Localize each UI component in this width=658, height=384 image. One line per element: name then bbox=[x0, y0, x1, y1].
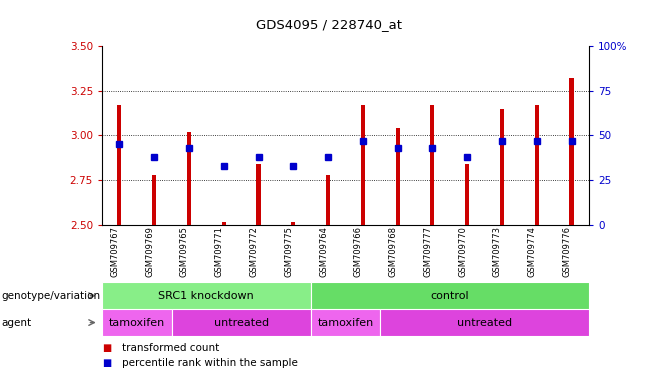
Bar bbox=[535, 105, 539, 225]
Text: GSM709777: GSM709777 bbox=[423, 226, 432, 277]
Text: GSM709773: GSM709773 bbox=[493, 226, 502, 277]
Text: ■: ■ bbox=[102, 358, 111, 368]
Text: GSM709767: GSM709767 bbox=[111, 226, 119, 277]
Text: GSM709764: GSM709764 bbox=[319, 226, 328, 276]
Bar bbox=[152, 175, 156, 225]
Text: GSM709769: GSM709769 bbox=[145, 226, 154, 276]
Text: tamoxifen: tamoxifen bbox=[109, 318, 165, 328]
Text: untreated: untreated bbox=[214, 318, 268, 328]
Bar bbox=[222, 222, 226, 225]
Text: genotype/variation: genotype/variation bbox=[1, 291, 101, 301]
Text: agent: agent bbox=[1, 318, 32, 328]
Bar bbox=[430, 105, 434, 225]
Text: GSM709770: GSM709770 bbox=[458, 226, 467, 276]
Text: percentile rank within the sample: percentile rank within the sample bbox=[122, 358, 297, 368]
Text: GSM709774: GSM709774 bbox=[528, 226, 537, 276]
Bar bbox=[257, 164, 261, 225]
Bar bbox=[326, 175, 330, 225]
Bar bbox=[311, 309, 380, 336]
Bar bbox=[102, 282, 311, 309]
Bar bbox=[361, 105, 365, 225]
Text: GSM709768: GSM709768 bbox=[389, 226, 397, 277]
Bar bbox=[380, 309, 589, 336]
Text: GSM709776: GSM709776 bbox=[563, 226, 572, 277]
Text: GSM709775: GSM709775 bbox=[284, 226, 293, 276]
Text: GSM709772: GSM709772 bbox=[249, 226, 259, 276]
Text: GSM709765: GSM709765 bbox=[180, 226, 189, 276]
Bar bbox=[500, 109, 504, 225]
Text: untreated: untreated bbox=[457, 318, 512, 328]
Text: ■: ■ bbox=[102, 343, 111, 353]
Bar bbox=[117, 105, 122, 225]
Text: transformed count: transformed count bbox=[122, 343, 219, 353]
Bar bbox=[102, 309, 172, 336]
Text: tamoxifen: tamoxifen bbox=[317, 318, 374, 328]
Bar bbox=[172, 309, 311, 336]
Text: control: control bbox=[430, 291, 469, 301]
Bar bbox=[569, 78, 574, 225]
Bar bbox=[291, 222, 295, 225]
Text: SRC1 knockdown: SRC1 knockdown bbox=[159, 291, 254, 301]
Bar bbox=[395, 128, 399, 225]
Bar bbox=[465, 164, 469, 225]
Bar bbox=[311, 282, 589, 309]
Text: GSM709771: GSM709771 bbox=[215, 226, 224, 276]
Bar bbox=[187, 132, 191, 225]
Text: GDS4095 / 228740_at: GDS4095 / 228740_at bbox=[256, 18, 402, 31]
Text: GSM709766: GSM709766 bbox=[354, 226, 363, 277]
